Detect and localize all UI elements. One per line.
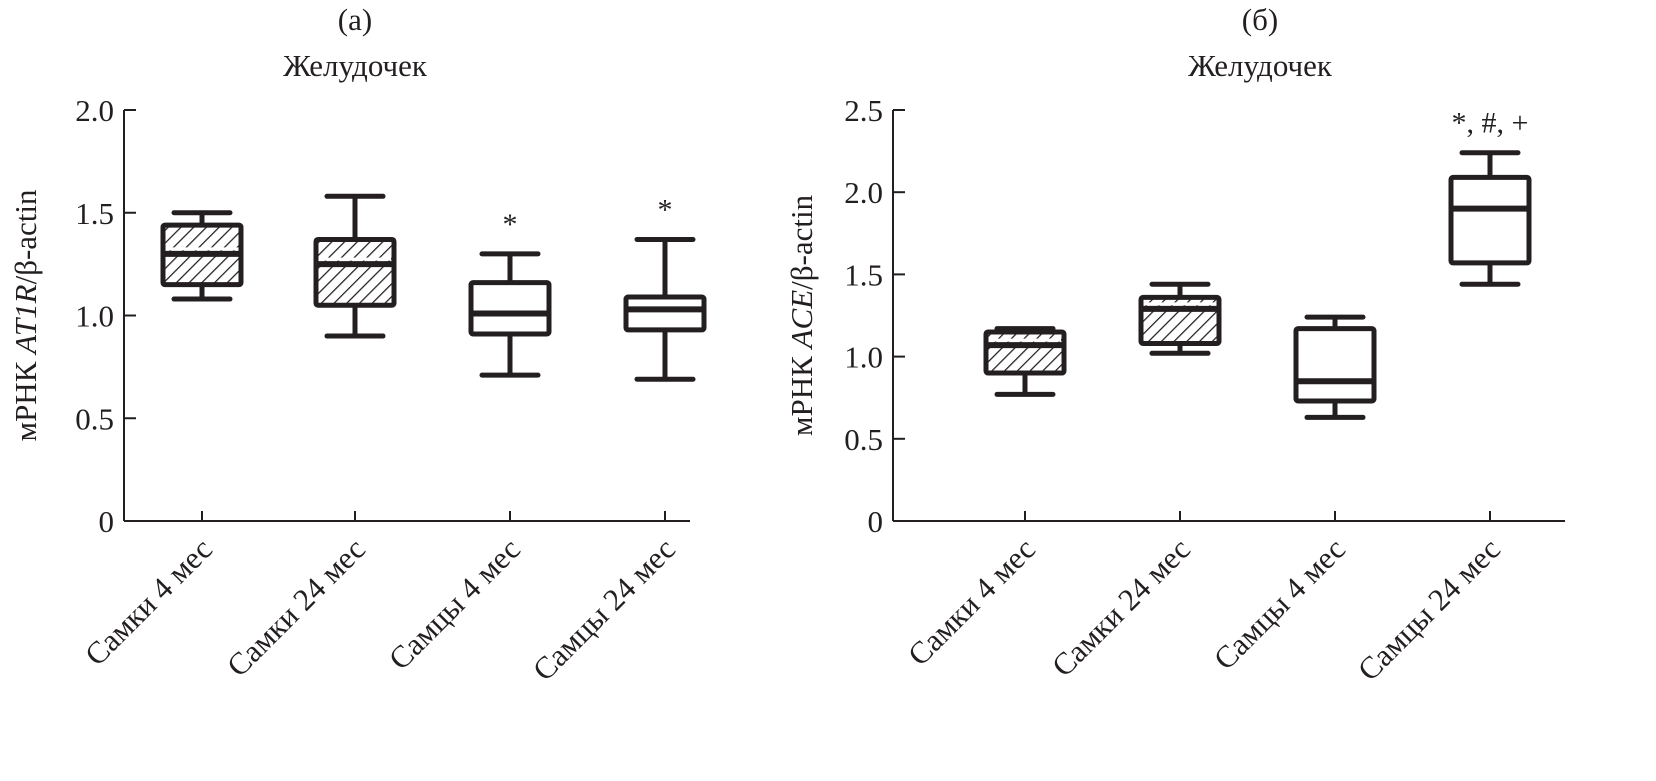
x-tick-label: Самцы 4 мес [1207, 531, 1352, 676]
iqr-box [468, 280, 552, 337]
x-tick-label: Самки 24 мес [1045, 531, 1197, 683]
y-tick-label: 1.0 [75, 299, 114, 334]
y-tick-label: 0.5 [844, 422, 883, 457]
y-label-suffix: /β-actin [784, 194, 819, 289]
x-tick-label: Самки 4 мес [901, 531, 1042, 672]
y-axis-label: мРНК ACE/β-actin [784, 194, 819, 436]
x-tick-label: Самцы 24 мес [1351, 531, 1507, 687]
box-2 [1138, 281, 1222, 356]
box-4: *, #, + [1448, 107, 1532, 287]
box-1 [983, 326, 1067, 397]
box-4: * [623, 193, 707, 382]
significance-annotation: * [658, 193, 673, 226]
box-3 [1293, 314, 1377, 420]
significance-annotation: *, #, + [1452, 107, 1529, 140]
x-tick-label: Самцы 24 мес [526, 531, 682, 687]
chart-title: Желудочек [1188, 48, 1333, 83]
x-tick-label: Самки 4 мес [78, 531, 219, 672]
panel-label: (а) [338, 2, 372, 37]
box-1 [160, 210, 244, 302]
y-tick-label: 0 [99, 504, 115, 539]
iqr-box [313, 236, 397, 308]
y-label-prefix: мРНК [784, 348, 819, 436]
iqr-box [983, 329, 1067, 376]
x-tick-label: Самки 24 мес [220, 531, 372, 683]
y-tick-label: 0 [868, 504, 884, 539]
y-tick-label: 2.0 [75, 93, 114, 128]
x-tick-label: Самцы 4 мес [382, 531, 527, 676]
panel-a: (а) Желудочек мРНК AT1R/β-actin 0 0.5 1.0 1.5 2… [8, 2, 707, 687]
y-tick-label: 1.5 [844, 257, 883, 292]
box-2 [313, 193, 397, 339]
y-tick-label: 2.0 [844, 175, 883, 210]
chart-title: Желудочек [283, 48, 428, 83]
iqr-box [623, 294, 707, 333]
iqr-box [1293, 326, 1377, 404]
significance-annotation: * [503, 208, 518, 241]
y-label-gene: ACE [784, 290, 819, 351]
y-label-gene: AT1R [8, 284, 43, 356]
y-label-prefix: мРНК [8, 354, 43, 442]
iqr-box [1448, 174, 1532, 266]
panel-b: (б) Желудочек мРНК ACE/β-actin 0 0.5 1.0 1.5 2.… [784, 2, 1565, 687]
y-axis-label: мРНК AT1R/β-actin [8, 189, 43, 442]
y-tick-label: 0.5 [75, 401, 114, 436]
y-tick-label: 2.5 [844, 93, 883, 128]
y-label-suffix: /β-actin [8, 189, 43, 284]
panel-label: (б) [1242, 2, 1278, 37]
box-3: * [468, 208, 552, 378]
y-tick-label: 1.0 [844, 340, 883, 375]
y-tick-label: 1.5 [75, 196, 114, 231]
